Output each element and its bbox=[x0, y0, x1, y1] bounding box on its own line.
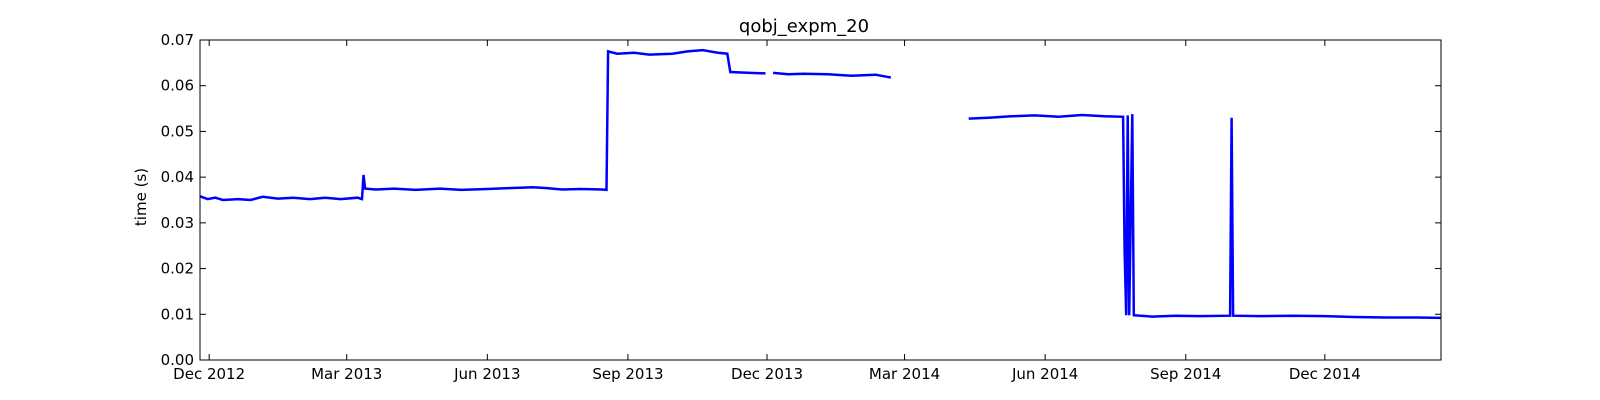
y-tick-label: 0.01 bbox=[161, 305, 194, 323]
x-tick-label: Mar 2014 bbox=[869, 365, 940, 383]
plot-frame bbox=[199, 39, 1442, 361]
x-tick-label: Dec 2012 bbox=[173, 365, 245, 383]
x-tick-label: Jun 2013 bbox=[453, 365, 520, 383]
y-axis-label: time (s) bbox=[132, 168, 150, 226]
x-tick-label: Jun 2014 bbox=[1011, 365, 1078, 383]
y-tick-label: 0.03 bbox=[161, 214, 194, 232]
axis-layer: 0.00 0.01 0.02 0.03 0.04 0.05 0.06 0.07 Dec 2012… bbox=[161, 31, 1441, 383]
x-tick-label: Sep 2014 bbox=[1150, 365, 1221, 383]
series-line-segment bbox=[199, 48, 766, 202]
x-tick-label: Dec 2014 bbox=[1289, 365, 1361, 383]
y-tick-label: 0.02 bbox=[161, 260, 194, 278]
series-line-segment bbox=[772, 71, 892, 79]
y-tick-label: 0.07 bbox=[161, 31, 194, 49]
series-line-segment bbox=[968, 113, 1442, 320]
x-tick-label: Mar 2013 bbox=[311, 365, 382, 383]
y-tick-label: 0.04 bbox=[161, 168, 194, 186]
chart-title: qobj_expm_20 bbox=[739, 16, 869, 37]
x-tick-label: Sep 2013 bbox=[592, 365, 663, 383]
series-layer bbox=[199, 48, 1442, 320]
y-tick-label: 0.05 bbox=[161, 122, 194, 140]
y-tick-label: 0.06 bbox=[161, 77, 194, 95]
x-tick-label: Dec 2013 bbox=[731, 365, 803, 383]
y-tick-label: 0.00 bbox=[161, 351, 194, 369]
